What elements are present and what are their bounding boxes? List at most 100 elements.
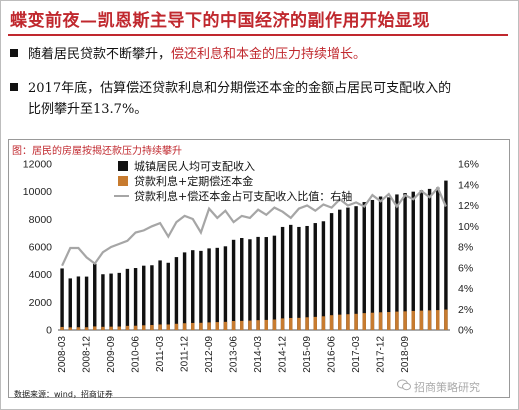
payment-bar — [223, 321, 228, 330]
payment-bar — [436, 310, 440, 330]
payment-bar — [240, 320, 244, 330]
slide-title: 蝶变前夜—凯恩斯主导下的中国经济的副作用开始显现 — [10, 11, 430, 31]
payment-bar — [378, 312, 383, 330]
income-bar — [109, 273, 113, 330]
y-right-tick-label: 2% — [458, 304, 473, 316]
income-bar — [248, 239, 252, 330]
y-right-tick-label: 10% — [458, 221, 479, 233]
bullet-point-2: 2017年底，估算偿还贷款利息和分期偿还本金的金额占居民可支配收入的 比例攀升至… — [10, 78, 508, 120]
y-right-tick-label: 0% — [458, 325, 473, 337]
payment-bar — [289, 317, 293, 330]
payment-bar — [346, 314, 350, 330]
x-tick-label: 2016-06 — [327, 336, 338, 373]
x-tick-label: 2012-09 — [204, 336, 215, 373]
payment-bar — [305, 317, 309, 330]
y-right-tick-label: 6% — [458, 262, 473, 274]
y-left-tick-label: 0 — [46, 325, 52, 337]
income-bar — [174, 257, 179, 330]
income-bar — [199, 250, 203, 330]
payment-bar — [133, 325, 138, 330]
payment-bar — [166, 324, 170, 330]
payment-bar — [264, 319, 268, 330]
y-left-tick-label: 2000 — [29, 297, 53, 309]
payment-bar — [354, 313, 358, 330]
income-bar — [411, 191, 415, 330]
y-left-tick-label: 6000 — [29, 242, 53, 254]
bullet-point-1: 随着居民贷款不断攀升，偿还利息和本金的压力持续增长。 — [10, 44, 366, 65]
y-left-tick-label: 8000 — [29, 214, 53, 226]
chart-caption: 图：居民的房屋按揭还款压力持续攀升 — [12, 146, 182, 157]
y-right-tick-label: 12% — [458, 200, 479, 212]
x-tick-label: 2013-06 — [229, 336, 240, 373]
payment-bar — [174, 323, 179, 330]
income-bar — [280, 226, 285, 330]
income-bar — [191, 250, 195, 330]
income-bar — [76, 276, 81, 330]
payment-bar — [150, 325, 154, 330]
income-bar — [395, 194, 399, 330]
wechat-bubble-icon — [397, 379, 411, 391]
income-bar — [117, 272, 121, 330]
payment-bar — [142, 325, 146, 330]
y-left-tick-label: 10000 — [23, 186, 52, 198]
legend-label-income: 城镇居民人均可支配收入 — [134, 159, 255, 173]
payment-bar — [84, 327, 89, 330]
bullet-2-text-line2: 比例攀升至13.7%。 — [28, 102, 148, 117]
income-bar — [378, 196, 383, 330]
legend-swatch-income — [118, 161, 128, 171]
income-bar — [231, 239, 236, 330]
x-tick-label: 2011-12 — [180, 336, 191, 372]
legend-label-payment: 贷款利息+定期偿还本金 — [134, 174, 253, 188]
income-bar — [166, 262, 170, 330]
income-bar — [84, 276, 89, 330]
y-right-tick-label: 16% — [458, 159, 479, 171]
income-bar — [387, 197, 391, 330]
income-bar — [403, 193, 407, 330]
legend-label-ratio: 贷款利息+偿还本金占可支配收入比值：右轴 — [134, 189, 352, 203]
income-bar — [240, 238, 244, 330]
payment-bar — [215, 322, 219, 330]
income-bar — [215, 247, 219, 330]
bullet-square-icon — [10, 83, 18, 91]
payment-bar — [297, 317, 301, 330]
payment-bar — [93, 326, 97, 330]
watermark-text: 招商策略研究 — [414, 381, 480, 394]
x-tick-label: 2015-09 — [302, 336, 313, 373]
income-bar — [362, 202, 366, 330]
income-bar — [68, 278, 72, 330]
payment-bar — [158, 324, 162, 330]
y-left-tick-label: 4000 — [29, 269, 53, 281]
payment-bar — [370, 312, 375, 330]
legend-swatch-payment — [118, 176, 128, 186]
payment-bar — [182, 323, 187, 330]
payment-bar — [207, 322, 211, 330]
payment-bar — [101, 326, 105, 330]
payment-bar — [329, 315, 334, 330]
income-bar — [142, 265, 146, 330]
income-bar — [297, 226, 301, 330]
x-tick-label: 2017-12 — [376, 336, 387, 373]
payment-bar — [313, 316, 317, 330]
payment-bar — [199, 322, 203, 330]
income-bar — [338, 209, 342, 330]
income-bar — [444, 180, 448, 330]
payment-bar — [125, 325, 130, 330]
y-right-tick-label: 14% — [458, 179, 479, 191]
income-bar — [207, 248, 211, 330]
income-bar — [419, 190, 424, 330]
income-bar — [346, 207, 350, 330]
income-bar — [272, 235, 277, 330]
x-tick-label: 2009-09 — [106, 336, 117, 373]
income-bar — [150, 265, 154, 330]
payment-bar — [419, 310, 424, 330]
income-bar — [289, 224, 293, 330]
income-bar — [223, 246, 228, 330]
x-tick-label: 2008-12 — [82, 336, 93, 373]
bullet-1-highlight: 偿还利息和本金的压力持续增长。 — [171, 47, 367, 62]
x-tick-label: 2014-03 — [253, 336, 264, 373]
payment-bar — [248, 320, 252, 330]
payment-bar — [280, 318, 285, 330]
payment-bar — [272, 319, 277, 330]
y-right-tick-label: 8% — [458, 242, 473, 254]
